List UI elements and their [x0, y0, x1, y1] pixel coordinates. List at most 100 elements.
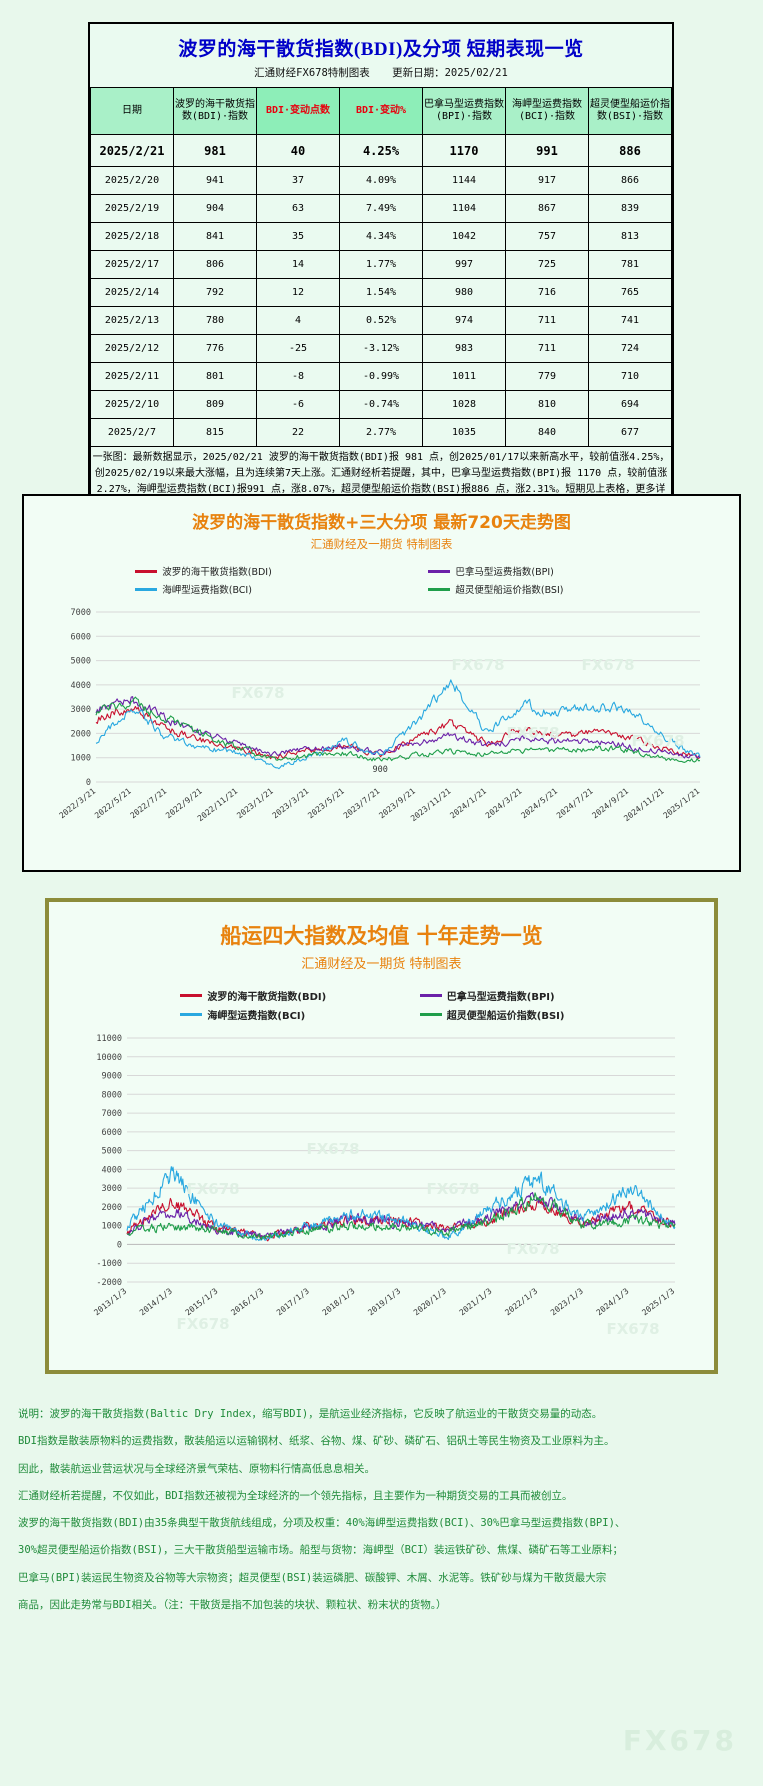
cell-bpi: 1035: [422, 418, 506, 447]
svg-text:7000: 7000: [70, 608, 90, 618]
svg-text:0: 0: [116, 1240, 121, 1250]
cell-bci: 867: [505, 194, 589, 223]
svg-text:1000: 1000: [70, 754, 90, 764]
footer-line: 商品，因此走势常与BDI相关。（注：干散货是指不加包装的块状、颗粒状、粉末状的货…: [18, 1598, 447, 1611]
col-header-bpi: 巴拿马型运费指数(BPI)·指数: [422, 87, 506, 135]
cell-change-pct: 4.25%: [339, 134, 423, 167]
svg-text:2021/1/3: 2021/1/3: [457, 1286, 493, 1317]
cell-bpi: 997: [422, 250, 506, 279]
svg-text:2023/3/21: 2023/3/21: [270, 786, 310, 820]
legend-swatch-bci: [180, 1013, 203, 1016]
svg-text:2020/1/3: 2020/1/3: [411, 1286, 447, 1317]
cell-bdi: 792: [173, 278, 257, 307]
svg-text:2019/1/3: 2019/1/3: [366, 1286, 402, 1317]
cell-change-pct: 4.34%: [339, 222, 423, 251]
cell-bci: 810: [505, 390, 589, 419]
svg-text:900: 900: [372, 765, 387, 775]
legend-swatch-bdi: [135, 569, 158, 573]
svg-text:10000: 10000: [96, 1053, 122, 1063]
legend-item-bpi: 巴拿马型运费指数(BPI): [381, 562, 674, 580]
cell-bsi: 694: [588, 390, 672, 419]
svg-text:-1000: -1000: [96, 1259, 122, 1269]
svg-text:2022/3/21: 2022/3/21: [57, 786, 97, 820]
legend-label-bci: 海岬型运费指数(BCI): [162, 585, 252, 596]
cell-date: 2025/2/21: [90, 134, 174, 167]
svg-text:9000: 9000: [101, 1072, 121, 1082]
table-row: 2025/2/17 806 14 1.77% 997 725 781: [90, 250, 672, 279]
svg-text:2024/7/21: 2024/7/21: [554, 786, 594, 820]
chart2-legend: 波罗的海干散货指数(BDI) 巴拿马型运费指数(BPI) 海岬型运费指数(BCI…: [142, 986, 621, 1024]
svg-text:3000: 3000: [70, 705, 90, 715]
legend-label-bsi: 超灵便型船运价指数(BSI): [446, 1011, 565, 1022]
legend-item-bsi: 超灵便型船运价指数(BSI): [381, 580, 674, 598]
cell-bci: 917: [505, 166, 589, 195]
legend-label-bpi: 巴拿马型运费指数(BPI): [455, 567, 554, 578]
svg-text:2025/1/3: 2025/1/3: [640, 1286, 676, 1317]
cell-change-points: 40: [256, 134, 340, 167]
cell-bpi: 1170: [422, 134, 506, 167]
svg-text:4000: 4000: [70, 681, 90, 691]
svg-text:6000: 6000: [101, 1128, 121, 1138]
cell-bci: 711: [505, 334, 589, 363]
svg-text:3000: 3000: [101, 1184, 121, 1194]
svg-text:2000: 2000: [101, 1203, 121, 1213]
svg-text:2024/5/21: 2024/5/21: [519, 786, 559, 820]
legend-swatch-bsi: [419, 1013, 442, 1016]
cell-bci: 779: [505, 362, 589, 391]
cell-change-points: -8: [256, 362, 340, 391]
cell-bsi: 741: [588, 306, 672, 335]
table-row: 2025/2/14 792 12 1.54% 980 716 765: [90, 278, 672, 307]
legend-item-bpi: 巴拿马型运费指数(BPI): [381, 986, 620, 1005]
footer-line: 巴拿马(BPI)装运民生物资及谷物等大宗物资；超灵便型(BSI)装运磷肥、碳酸钾…: [18, 1571, 607, 1584]
cell-bpi: 1028: [422, 390, 506, 419]
svg-text:8000: 8000: [101, 1090, 121, 1100]
cell-bci: 840: [505, 418, 589, 447]
svg-text:7000: 7000: [101, 1109, 121, 1119]
svg-text:11000: 11000: [96, 1034, 122, 1044]
svg-text:2023/1/3: 2023/1/3: [548, 1286, 584, 1317]
legend-swatch-bsi: [428, 587, 451, 591]
cell-change-points: 14: [256, 250, 340, 279]
table-row: 2025/2/18 841 35 4.34% 1042 757 813: [90, 222, 672, 251]
svg-text:2014/1/3: 2014/1/3: [137, 1286, 173, 1317]
svg-text:2022/7/21: 2022/7/21: [128, 786, 168, 820]
svg-text:2017/1/3: 2017/1/3: [274, 1286, 310, 1317]
cell-bci: 757: [505, 222, 589, 251]
cell-change-points: 22: [256, 418, 340, 447]
cell-change-pct: -0.74%: [339, 390, 423, 419]
cell-bpi: 980: [422, 278, 506, 307]
cell-bpi: 1104: [422, 194, 506, 223]
cell-change-pct: 0.52%: [339, 306, 423, 335]
svg-text:2022/5/21: 2022/5/21: [93, 786, 133, 820]
legend-swatch-bdi: [180, 994, 203, 997]
footer-explanation: 说明：波罗的海干散货指数(Baltic Dry Index，缩写BDI)，是航运…: [0, 1392, 763, 1624]
cell-change-points: 4: [256, 306, 340, 335]
svg-text:4000: 4000: [101, 1165, 121, 1175]
chart-10y-panel: 船运四大指数及均值 十年走势一览 汇通财经及一期货 特制图表 波罗的海干散货指数…: [45, 898, 718, 1374]
cell-bdi: 981: [173, 134, 257, 167]
footer-line: 说明：波罗的海干散货指数(Baltic Dry Index，缩写BDI)，是航运…: [18, 1408, 603, 1420]
svg-text:2023/5/21: 2023/5/21: [306, 786, 346, 820]
cell-change-pct: 1.77%: [339, 250, 423, 279]
table-subheader: 汇通财经FX678特制图表 更新日期：2025/02/21: [90, 65, 672, 87]
cell-bsi: 781: [588, 250, 672, 279]
cell-bdi: 815: [173, 418, 257, 447]
cell-change-pct: 1.54%: [339, 278, 423, 307]
col-header-bci: 海岬型运费指数(BCI)·指数: [505, 87, 589, 135]
cell-bpi: 1042: [422, 222, 506, 251]
footer-line: 30%超灵便型船运价指数(BSI)，三大干散货船型运输市场。船型与货物：海岬型（…: [18, 1544, 624, 1557]
svg-text:6000: 6000: [70, 632, 90, 642]
legend-swatch-bci: [135, 587, 158, 591]
cell-date: 2025/2/10: [90, 390, 174, 419]
cell-change-pct: 7.49%: [339, 194, 423, 223]
bdi-table-panel: 波罗的海干散货指数(BDI)及分项 短期表现一览 汇通财经FX678特制图表 更…: [88, 22, 674, 521]
cell-bsi: 765: [588, 278, 672, 307]
chart-720d-panel: 波罗的海干散货指数+三大分项 最新720天走势图 汇通财经及一期货 特制图表 波…: [22, 494, 741, 872]
cell-date: 2025/2/14: [90, 278, 174, 307]
cell-bpi: 983: [422, 334, 506, 363]
cell-bci: 716: [505, 278, 589, 307]
cell-bci: 711: [505, 306, 589, 335]
cell-bsi: 724: [588, 334, 672, 363]
table-row: 2025/2/7 815 22 2.77% 1035 840 677: [90, 418, 672, 447]
